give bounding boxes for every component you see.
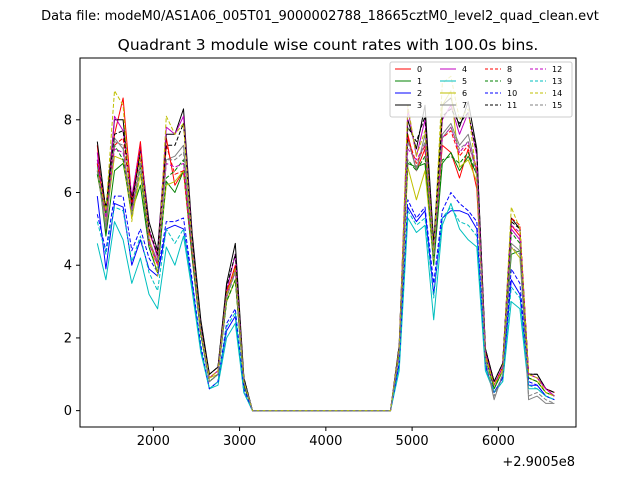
legend-label-14: 14 xyxy=(552,89,562,98)
x-tick-label: 3000 xyxy=(223,434,256,449)
x-tick-label: 5000 xyxy=(396,434,429,449)
series-line-13 xyxy=(96,206,555,412)
axes-frame xyxy=(79,57,577,428)
legend-label-3: 3 xyxy=(417,101,422,110)
x-tick-label: 6000 xyxy=(482,434,515,449)
x-offset-label: +2.9005e8 xyxy=(502,455,575,470)
chart-title: Quadrant 3 module wise count rates with … xyxy=(118,36,539,54)
legend-label-10: 10 xyxy=(507,89,517,98)
y-tick-label: 6 xyxy=(64,186,72,201)
y-tick-label: 8 xyxy=(64,113,72,128)
y-axis: 0 2 4 6 8 xyxy=(64,113,80,419)
x-tick-label: 4000 xyxy=(309,434,342,449)
legend-label-9: 9 xyxy=(507,77,512,86)
legend-label-8: 8 xyxy=(507,65,512,74)
legend-label-0: 0 xyxy=(417,65,422,74)
series-layer xyxy=(96,75,555,412)
y-tick-label: 0 xyxy=(64,404,72,419)
legend-label-13: 13 xyxy=(552,77,562,86)
x-tick-label: 2000 xyxy=(137,434,170,449)
legend-label-2: 2 xyxy=(417,89,422,98)
legend-label-5: 5 xyxy=(462,77,467,86)
legend-label-4: 4 xyxy=(462,65,467,74)
y-tick-label: 2 xyxy=(64,331,72,346)
figure-suptitle: Data file: modeM0/AS1A06_005T01_90000027… xyxy=(41,9,599,24)
x-axis: 2000 3000 4000 5000 6000 xyxy=(137,427,515,449)
legend-label-15: 15 xyxy=(552,101,562,110)
legend-label-7: 7 xyxy=(462,101,467,110)
legend-label-1: 1 xyxy=(417,77,422,86)
legend-label-11: 11 xyxy=(507,101,517,110)
legend-label-12: 12 xyxy=(552,65,562,74)
plot-area: 2000 3000 4000 5000 6000 0 2 4 6 8 +2.9005e8 xyxy=(64,57,577,470)
y-tick-label: 4 xyxy=(64,259,72,274)
legend-label-6: 6 xyxy=(462,89,467,98)
legend-frame xyxy=(389,61,573,118)
series-line-15 xyxy=(96,126,555,412)
